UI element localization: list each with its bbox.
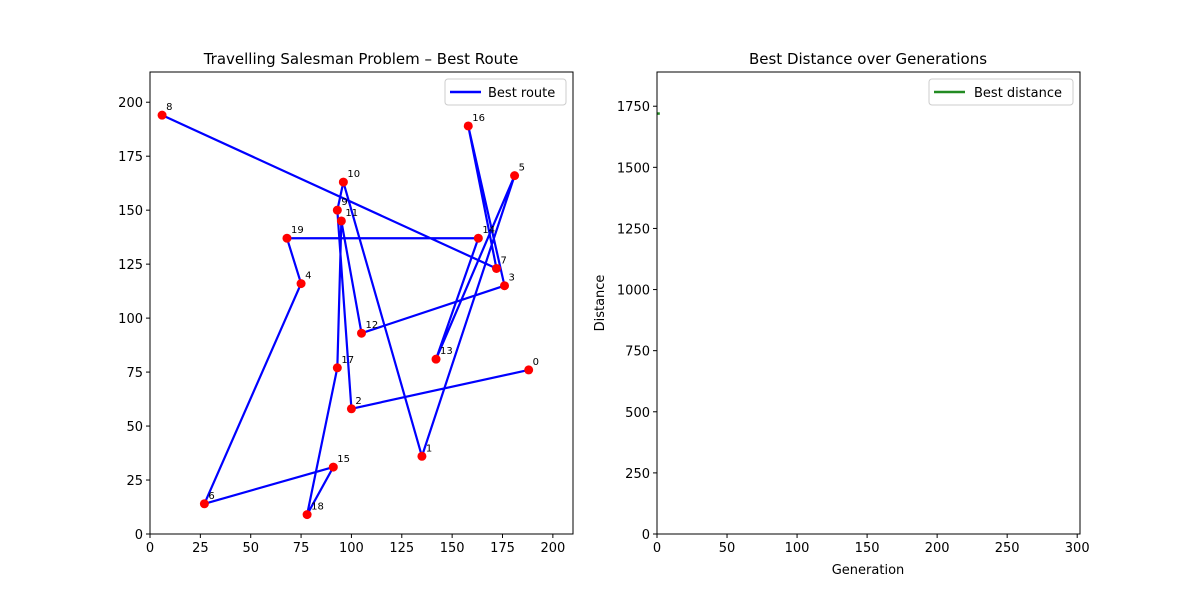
tsp-y-tick-label: 100 bbox=[118, 312, 143, 327]
tsp-x-tick-label: 175 bbox=[490, 541, 515, 556]
city-label: 0 bbox=[533, 357, 539, 368]
tsp-y-tick-label: 0 bbox=[135, 528, 143, 543]
city-label: 11 bbox=[345, 208, 358, 219]
city-point bbox=[431, 354, 441, 364]
distance-x-tick-label: 150 bbox=[855, 541, 880, 556]
distance-legend-box bbox=[928, 78, 1074, 106]
tsp-x-tick-label: 100 bbox=[339, 541, 364, 556]
city-point bbox=[338, 177, 348, 187]
tsp-y-tick-label: 175 bbox=[118, 150, 143, 165]
city-label: 12 bbox=[366, 320, 379, 331]
tsp-x-tick-label: 50 bbox=[242, 541, 259, 556]
tsp-axes-frame bbox=[149, 71, 574, 535]
city-point bbox=[500, 281, 510, 291]
distance-chart-title: Best Distance over Generations bbox=[749, 50, 987, 68]
distance-y-tick-label: 1500 bbox=[617, 161, 650, 176]
city-label: 2 bbox=[355, 396, 361, 407]
city-point bbox=[417, 451, 427, 461]
distance-x-tick-label: 200 bbox=[925, 541, 950, 556]
tsp-y-tick-label: 125 bbox=[118, 258, 143, 273]
city-point bbox=[491, 263, 501, 273]
tsp-y-tick-label: 75 bbox=[126, 366, 143, 381]
distance-legend: Best distance bbox=[928, 78, 1074, 106]
city-label: 18 bbox=[311, 502, 324, 513]
tsp-x-tick-label: 200 bbox=[540, 541, 565, 556]
distance-legend-label: Best distance bbox=[974, 86, 1062, 101]
tsp-legend-box bbox=[444, 78, 567, 106]
tsp-x-tick-label: 75 bbox=[293, 541, 310, 556]
city-label: 13 bbox=[440, 346, 453, 357]
city-label: 17 bbox=[341, 355, 354, 366]
city-point bbox=[328, 462, 338, 472]
tsp-city-points bbox=[157, 110, 534, 520]
city-label: 15 bbox=[337, 454, 350, 465]
city-label: 10 bbox=[347, 169, 360, 180]
city-label: 7 bbox=[500, 255, 506, 266]
tsp-axes: 0 25 50 75 100 125 150 175 200025507510012515017… bbox=[118, 71, 574, 556]
tsp-y-tick-label: 25 bbox=[126, 474, 143, 489]
distance-y-tick-label: 0 bbox=[642, 528, 650, 543]
distance-y-tick-label: 1750 bbox=[617, 100, 650, 115]
distance-x-axis-label: Generation bbox=[832, 563, 905, 578]
distance-y-tick-label: 1000 bbox=[617, 284, 650, 299]
city-point bbox=[463, 121, 473, 131]
city-point bbox=[302, 510, 312, 520]
city-label: 5 bbox=[519, 163, 525, 174]
distance-y-axis-label: Distance bbox=[593, 275, 608, 332]
city-label: 8 bbox=[166, 102, 172, 113]
tsp-x-tick-label: 150 bbox=[440, 541, 465, 556]
city-point bbox=[510, 171, 520, 181]
tsp-y-tick-label: 50 bbox=[126, 420, 143, 435]
city-point bbox=[473, 233, 483, 243]
city-point bbox=[346, 404, 356, 414]
city-label: 1 bbox=[426, 443, 432, 454]
distance-x-tick-label: 50 bbox=[719, 541, 736, 556]
city-point bbox=[157, 110, 167, 120]
city-point bbox=[332, 205, 342, 215]
city-label: 4 bbox=[305, 271, 311, 282]
distance-x-tick-label: 250 bbox=[995, 541, 1020, 556]
tsp-legend: Best route bbox=[444, 78, 567, 106]
tsp-legend-label: Best route bbox=[488, 86, 555, 101]
distance-y-tick-label: 500 bbox=[625, 406, 650, 421]
city-point bbox=[332, 363, 342, 373]
tsp-y-tick-label: 200 bbox=[118, 96, 143, 111]
city-label: 14 bbox=[482, 225, 495, 236]
tsp-route-chart: Travelling Salesman Problem – Best Route… bbox=[118, 50, 574, 556]
city-point bbox=[199, 499, 209, 509]
tsp-y-tick-label: 150 bbox=[118, 204, 143, 219]
distance-y-tick-label: 1250 bbox=[617, 222, 650, 237]
tsp-route-lines bbox=[161, 114, 529, 516]
city-point bbox=[357, 328, 366, 338]
city-label: 16 bbox=[472, 113, 485, 124]
distance-x-tick-label: 0 bbox=[653, 541, 661, 556]
city-point bbox=[296, 279, 306, 289]
city-point bbox=[282, 233, 292, 243]
city-label: 3 bbox=[509, 273, 515, 284]
distance-y-tick-label: 250 bbox=[625, 467, 650, 482]
city-label: 9 bbox=[341, 197, 347, 208]
city-label: 19 bbox=[291, 225, 304, 236]
tsp-chart-title: Travelling Salesman Problem – Best Route bbox=[203, 50, 519, 68]
city-point bbox=[336, 216, 346, 226]
distance-chart: Best Distance over Generations Generatio… bbox=[593, 50, 1090, 578]
tsp-x-tick-label: 0 bbox=[146, 541, 154, 556]
distance-y-tick-label: 750 bbox=[625, 345, 650, 360]
tsp-x-tick-label: 25 bbox=[192, 541, 209, 556]
distance-x-tick-label: 100 bbox=[785, 541, 810, 556]
best-route-line bbox=[161, 114, 529, 516]
distance-axes-frame bbox=[656, 71, 1081, 535]
city-point bbox=[524, 365, 534, 375]
city-label: 6 bbox=[208, 491, 214, 502]
distance-axes: 0 50 100 150 200 250 300 0 250 500 750 1000 1250 1500… bbox=[617, 71, 1090, 556]
tsp-x-tick-label: 125 bbox=[389, 541, 414, 556]
distance-x-tick-label: 300 bbox=[1065, 541, 1090, 556]
